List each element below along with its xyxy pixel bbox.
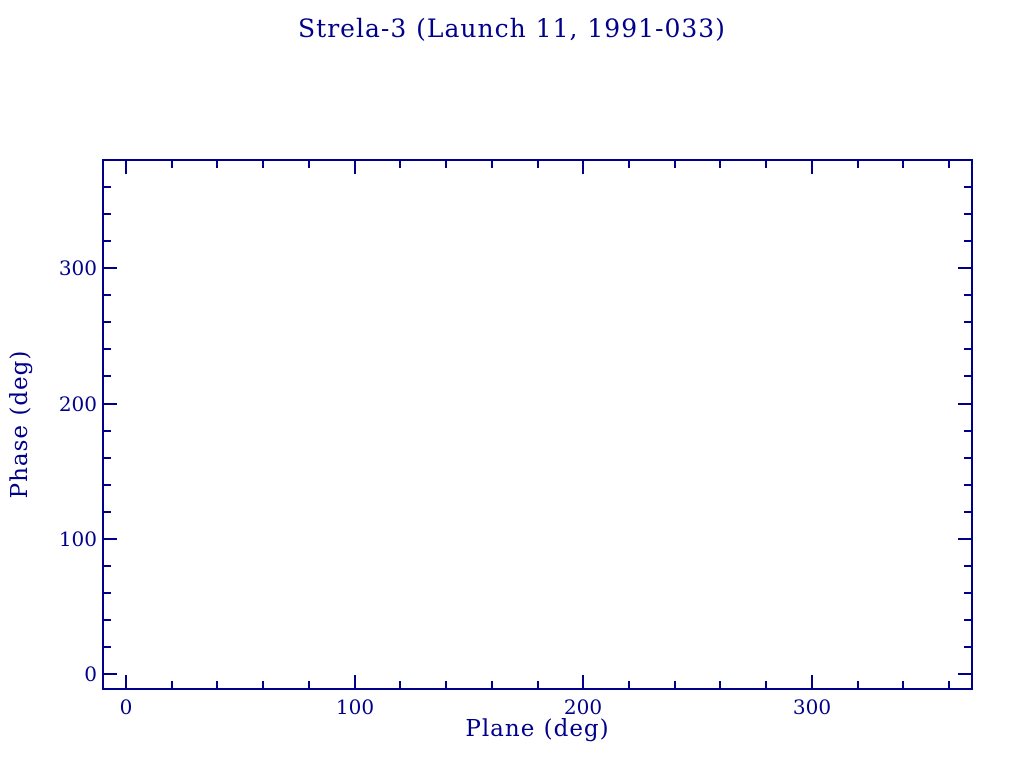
y-tick-label-100: 100 [58, 527, 97, 551]
x-minor-tick-top [171, 161, 173, 168]
y-major-tick-left [104, 403, 117, 405]
y-minor-tick-right [964, 375, 971, 377]
y-major-tick-left [104, 267, 117, 269]
x-major-tick-bottom [811, 675, 813, 688]
y-minor-tick-right [964, 484, 971, 486]
y-minor-tick-left [104, 511, 111, 513]
y-minor-tick-left [104, 592, 111, 594]
y-minor-tick-left [104, 484, 111, 486]
plot-frame [102, 159, 973, 690]
x-major-tick-top [582, 161, 584, 174]
y-minor-tick-left [104, 565, 111, 567]
x-minor-tick-top [491, 161, 493, 168]
y-minor-tick-left [104, 213, 111, 215]
y-minor-tick-right [964, 294, 971, 296]
x-minor-tick-top [445, 161, 447, 168]
y-minor-tick-right [964, 430, 971, 432]
y-minor-tick-left [104, 646, 111, 648]
y-tick-label-200: 200 [58, 392, 97, 416]
x-axis-title: Plane (deg) [465, 716, 610, 742]
x-minor-tick-top [628, 161, 630, 168]
x-minor-tick-top [765, 161, 767, 168]
x-minor-tick-top [948, 161, 950, 168]
x-minor-tick-bottom [216, 681, 218, 688]
x-minor-tick-top [537, 161, 539, 168]
y-major-tick-right [958, 673, 971, 675]
y-major-tick-right [958, 538, 971, 540]
x-minor-tick-bottom [948, 681, 950, 688]
x-minor-tick-bottom [857, 681, 859, 688]
y-minor-tick-right [964, 592, 971, 594]
x-minor-tick-top [262, 161, 264, 168]
y-major-tick-right [958, 267, 971, 269]
x-minor-tick-top [399, 161, 401, 168]
y-minor-tick-left [104, 321, 111, 323]
y-minor-tick-left [104, 430, 111, 432]
y-minor-tick-right [964, 348, 971, 350]
y-major-tick-left [104, 538, 117, 540]
x-major-tick-top [125, 161, 127, 174]
x-minor-tick-top [719, 161, 721, 168]
x-minor-tick-bottom [399, 681, 401, 688]
x-minor-tick-bottom [719, 681, 721, 688]
y-minor-tick-left [104, 375, 111, 377]
x-minor-tick-top [902, 161, 904, 168]
x-minor-tick-bottom [537, 681, 539, 688]
x-tick-label-200: 200 [563, 695, 603, 719]
x-minor-tick-bottom [308, 681, 310, 688]
x-minor-tick-top [674, 161, 676, 168]
y-tick-label-0: 0 [84, 662, 97, 686]
x-minor-tick-bottom [902, 681, 904, 688]
y-axis-title: Phase (deg) [7, 349, 33, 499]
y-minor-tick-right [964, 565, 971, 567]
x-major-tick-top [811, 161, 813, 174]
y-minor-tick-right [964, 240, 971, 242]
x-minor-tick-bottom [628, 681, 630, 688]
chart-title: Strela-3 (Launch 11, 1991-033) [298, 14, 726, 43]
x-tick-label-100: 100 [335, 695, 375, 719]
x-minor-tick-top [308, 161, 310, 168]
y-minor-tick-right [964, 457, 971, 459]
x-minor-tick-bottom [445, 681, 447, 688]
y-minor-tick-left [104, 240, 111, 242]
x-major-tick-bottom [582, 675, 584, 688]
x-minor-tick-bottom [765, 681, 767, 688]
x-minor-tick-bottom [171, 681, 173, 688]
y-minor-tick-right [964, 511, 971, 513]
y-minor-tick-left [104, 619, 111, 621]
x-minor-tick-bottom [491, 681, 493, 688]
y-minor-tick-left [104, 457, 111, 459]
y-minor-tick-right [964, 321, 971, 323]
y-major-tick-right [958, 403, 971, 405]
y-major-tick-left [104, 673, 117, 675]
y-minor-tick-left [104, 294, 111, 296]
y-minor-tick-right [964, 646, 971, 648]
x-minor-tick-bottom [674, 681, 676, 688]
x-minor-tick-top [857, 161, 859, 168]
x-minor-tick-bottom [262, 681, 264, 688]
x-major-tick-bottom [125, 675, 127, 688]
y-minor-tick-right [964, 186, 971, 188]
x-tick-label-300: 300 [792, 695, 832, 719]
y-minor-tick-left [104, 348, 111, 350]
y-minor-tick-right [964, 213, 971, 215]
x-tick-label-0: 0 [119, 695, 133, 719]
x-major-tick-bottom [354, 675, 356, 688]
y-tick-label-300: 300 [58, 256, 97, 280]
y-minor-tick-right [964, 619, 971, 621]
y-minor-tick-left [104, 186, 111, 188]
x-minor-tick-top [216, 161, 218, 168]
x-major-tick-top [354, 161, 356, 174]
